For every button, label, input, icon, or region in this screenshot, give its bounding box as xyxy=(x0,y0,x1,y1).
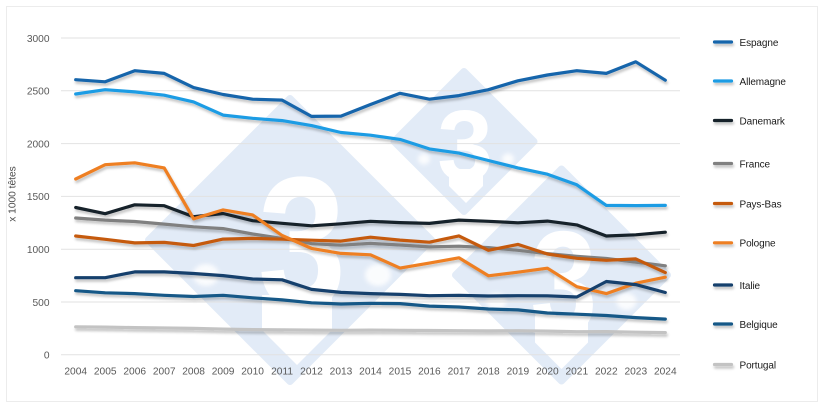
svg-text:500: 500 xyxy=(33,298,50,309)
svg-text:2009: 2009 xyxy=(212,366,235,377)
svg-text:2023: 2023 xyxy=(624,366,647,377)
svg-text:3: 3 xyxy=(437,90,493,202)
svg-text:2017: 2017 xyxy=(448,366,471,377)
svg-text:2011: 2011 xyxy=(271,366,293,377)
svg-text:1500: 1500 xyxy=(27,192,50,203)
svg-text:0: 0 xyxy=(44,351,50,362)
svg-text:Belgique: Belgique xyxy=(740,320,779,331)
svg-text:x 1000 têtes: x 1000 têtes xyxy=(8,166,19,222)
svg-text:3000: 3000 xyxy=(27,34,50,45)
svg-text:2012: 2012 xyxy=(300,366,323,377)
svg-text:France: France xyxy=(740,159,771,170)
svg-text:2020: 2020 xyxy=(536,366,559,377)
svg-text:2000: 2000 xyxy=(27,139,50,150)
svg-text:2024: 2024 xyxy=(654,366,677,377)
svg-text:Portugal: Portugal xyxy=(740,360,776,371)
svg-text:2008: 2008 xyxy=(182,366,205,377)
svg-text:1000: 1000 xyxy=(27,245,50,256)
svg-text:2022: 2022 xyxy=(595,366,618,377)
svg-text:2010: 2010 xyxy=(241,366,264,377)
svg-text:2006: 2006 xyxy=(123,366,146,377)
svg-text:Espagne: Espagne xyxy=(740,38,779,49)
svg-text:2021: 2021 xyxy=(565,366,588,377)
svg-text:2018: 2018 xyxy=(477,366,500,377)
svg-text:2500: 2500 xyxy=(27,87,50,98)
svg-text:2005: 2005 xyxy=(94,366,117,377)
svg-text:Pologne: Pologne xyxy=(740,239,777,250)
svg-text:2016: 2016 xyxy=(418,366,441,377)
svg-text:Danemark: Danemark xyxy=(740,116,786,127)
svg-text:Pays-Bas: Pays-Bas xyxy=(740,199,782,210)
svg-text:Italie: Italie xyxy=(740,281,761,292)
svg-text:3: 3 xyxy=(530,201,597,363)
svg-text:2014: 2014 xyxy=(359,366,382,377)
svg-text:2015: 2015 xyxy=(389,366,412,377)
svg-text:2007: 2007 xyxy=(153,366,176,377)
svg-text:Allemagne: Allemagne xyxy=(740,77,787,88)
svg-text:2004: 2004 xyxy=(64,366,87,377)
svg-text:2019: 2019 xyxy=(507,366,530,377)
svg-text:2013: 2013 xyxy=(330,366,353,377)
